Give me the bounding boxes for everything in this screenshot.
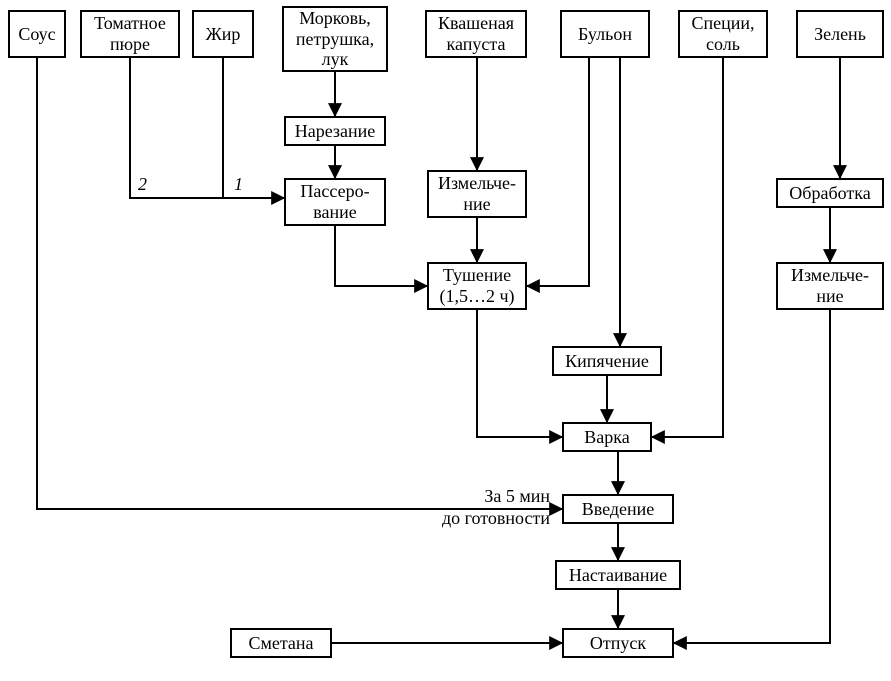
node-zelen: Зелень	[796, 10, 884, 58]
node-label: Специи, соль	[691, 13, 754, 54]
node-tushen: Тушение (1,5…2 ч)	[427, 262, 527, 310]
node-label: Пассеро- вание	[300, 181, 369, 222]
node-izmelch1: Измельче- ние	[427, 170, 527, 218]
annotation-n1: 1	[234, 174, 254, 195]
edges-layer	[0, 0, 891, 681]
node-obrab: Обработка	[776, 178, 884, 208]
node-label: Введение	[582, 499, 655, 520]
node-label: Бульон	[578, 24, 632, 45]
node-label: Томатное пюре	[94, 13, 166, 54]
node-smetana: Сметана	[230, 628, 332, 658]
node-tomat: Томатное пюре	[80, 10, 180, 58]
node-sous: Соус	[8, 10, 66, 58]
node-label: Нарезание	[295, 121, 376, 142]
edge-spec-varka	[652, 58, 723, 437]
node-nastaiv: Настаивание	[555, 560, 681, 590]
node-spec: Специи, соль	[678, 10, 768, 58]
node-vveden: Введение	[562, 494, 674, 524]
node-label: Жир	[206, 24, 241, 45]
node-label: Сметана	[248, 633, 313, 654]
node-label: Квашеная капуста	[438, 13, 514, 54]
node-bulon: Бульон	[560, 10, 650, 58]
node-label: Настаивание	[569, 565, 667, 586]
node-zhir: Жир	[192, 10, 254, 58]
edge-passer-tushen	[335, 226, 427, 286]
node-label: Кипячение	[565, 351, 649, 372]
node-label: Соус	[18, 24, 55, 45]
node-label: Варка	[584, 427, 629, 448]
annotation-za5_2: до готовности	[300, 508, 550, 529]
edge-bulon-tushen	[527, 58, 589, 286]
node-kipyach: Кипячение	[552, 346, 662, 376]
node-label: Обработка	[789, 183, 870, 204]
node-otpusk: Отпуск	[562, 628, 674, 658]
node-label: Измельче- ние	[791, 265, 869, 306]
node-label: Зелень	[814, 24, 866, 45]
node-label: Отпуск	[590, 633, 646, 654]
node-label: Измельче- ние	[438, 173, 516, 214]
node-kapusta: Квашеная капуста	[425, 10, 527, 58]
flowchart-stage: Соус Томатное пюре Жир Морковь, петрушка, л…	[0, 0, 891, 681]
annotation-za5_1: За 5 мин	[300, 486, 550, 507]
edge-tushen-varka	[477, 310, 562, 437]
node-izmelch2: Измельче- ние	[776, 262, 884, 310]
node-label: Тушение (1,5…2 ч)	[439, 265, 514, 306]
annotation-n2: 2	[138, 174, 158, 195]
edge-izmelch2-otpusk	[674, 310, 830, 643]
node-label: Морковь, петрушка, лук	[296, 8, 374, 70]
node-passer: Пассеро- вание	[284, 178, 386, 226]
node-narez: Нарезание	[284, 116, 386, 146]
node-varka: Варка	[562, 422, 652, 452]
node-morkov: Морковь, петрушка, лук	[282, 6, 388, 72]
